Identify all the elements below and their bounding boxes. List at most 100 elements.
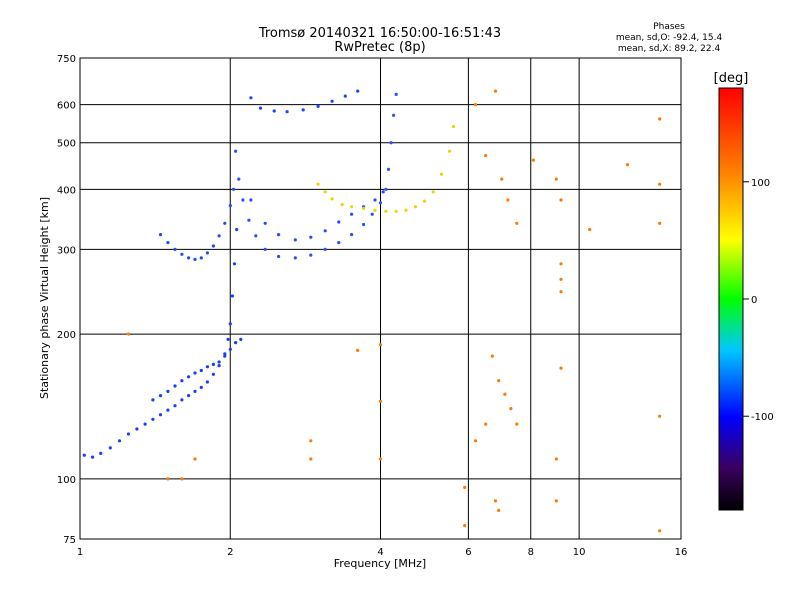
echo-point [554, 457, 558, 461]
y-tick-label: 750 [57, 54, 76, 65]
plot-grid [80, 58, 681, 539]
x-tick-label: 6 [465, 547, 471, 558]
x-tick-label: 1 [77, 547, 83, 558]
echo-point [228, 204, 232, 208]
echo-point [559, 198, 563, 202]
echo-point [263, 247, 267, 251]
echo-point [193, 371, 197, 375]
echo-point [356, 89, 360, 93]
echo-point [373, 208, 377, 212]
echo-point [173, 404, 177, 408]
echo-point [439, 172, 444, 176]
echo-point [330, 99, 334, 103]
echo-point [223, 354, 227, 358]
phases-heading: Phases [653, 22, 685, 32]
echo-point [350, 212, 354, 216]
echo-point [413, 205, 418, 209]
echo-point [117, 439, 122, 443]
echo-point [559, 290, 563, 294]
echo-point [193, 457, 197, 461]
x-tick-label: 10 [573, 547, 586, 558]
echo-point [232, 262, 237, 266]
x-tick-label: 16 [675, 547, 688, 558]
echo-point [199, 368, 203, 373]
echo-point [381, 190, 385, 194]
echo-point [404, 208, 408, 212]
data-points [82, 89, 662, 533]
echo-point [230, 294, 234, 298]
echo-point [309, 457, 313, 461]
echo-point [277, 233, 281, 237]
echo-point [378, 343, 383, 347]
echo-point [158, 233, 163, 237]
echo-point [484, 154, 488, 158]
echo-point [323, 229, 327, 233]
echo-point [234, 341, 238, 345]
echo-point [515, 221, 519, 225]
echo-point [237, 177, 241, 181]
echo-point [422, 199, 427, 203]
echo-point [180, 379, 184, 383]
echo-point [258, 106, 263, 110]
echo-point [217, 364, 221, 368]
chart-subtitle: RwPretec (8p) [334, 40, 426, 55]
echo-point [166, 241, 170, 245]
echo-point [323, 190, 327, 194]
x-axis-label: Frequency [MHz] [334, 557, 426, 570]
echo-point [559, 262, 563, 266]
echo-point [506, 198, 510, 202]
echo-point [658, 414, 662, 418]
echo-point [99, 451, 103, 455]
echo-point [293, 256, 297, 260]
echo-point [126, 332, 130, 336]
x-tick-label: 4 [377, 547, 383, 558]
echo-point [658, 221, 662, 225]
echo-point [447, 149, 452, 153]
echo-point [166, 477, 170, 481]
echo-point [173, 247, 177, 251]
echo-point [463, 485, 467, 489]
echo-point [497, 508, 501, 512]
y-tick-label: 75 [63, 535, 76, 546]
echo-point [658, 182, 662, 186]
y-tick-label: 100 [57, 475, 76, 486]
echo-point [386, 167, 391, 171]
y-tick-label: 500 [57, 139, 76, 150]
echo-point [228, 347, 232, 351]
echo-point [473, 439, 478, 443]
echo-point [559, 366, 563, 370]
echo-point [234, 149, 238, 153]
echo-point [378, 399, 383, 403]
echo-point [217, 360, 221, 364]
echo-point [249, 96, 253, 100]
echo-point [515, 422, 519, 426]
echo-point [151, 417, 155, 421]
echo-point [493, 89, 498, 93]
echo-point [340, 202, 344, 207]
echo-point [193, 257, 197, 261]
echo-point [392, 113, 396, 117]
echo-point [490, 354, 494, 358]
echo-point [166, 408, 170, 412]
echo-point [559, 277, 563, 281]
y-tick-label: 200 [57, 330, 76, 341]
y-tick-label: 300 [57, 245, 76, 256]
echo-point [241, 198, 245, 202]
chart-title: Tromsø 20140321 16:50:00-16:51:43 [258, 26, 502, 41]
echo-point [373, 198, 377, 202]
echo-point [126, 432, 130, 436]
axis-ticks: 1 2 4 6 8 10 16 75 100 200 300 400 500 600 750 [57, 54, 687, 558]
echo-point [249, 198, 253, 202]
y-tick-label: 600 [57, 101, 76, 112]
echo-point [199, 256, 203, 260]
echo-point [247, 218, 251, 222]
colorbar-ticks: 100 0 -100 [743, 178, 774, 423]
y-tick-label: 400 [57, 185, 76, 196]
colorbar-tick-label: -100 [751, 412, 774, 423]
echo-point [158, 413, 163, 417]
echo-point [463, 523, 467, 528]
x-tick-label: 2 [227, 547, 233, 558]
echo-point [509, 407, 513, 411]
echo-point [394, 209, 398, 213]
